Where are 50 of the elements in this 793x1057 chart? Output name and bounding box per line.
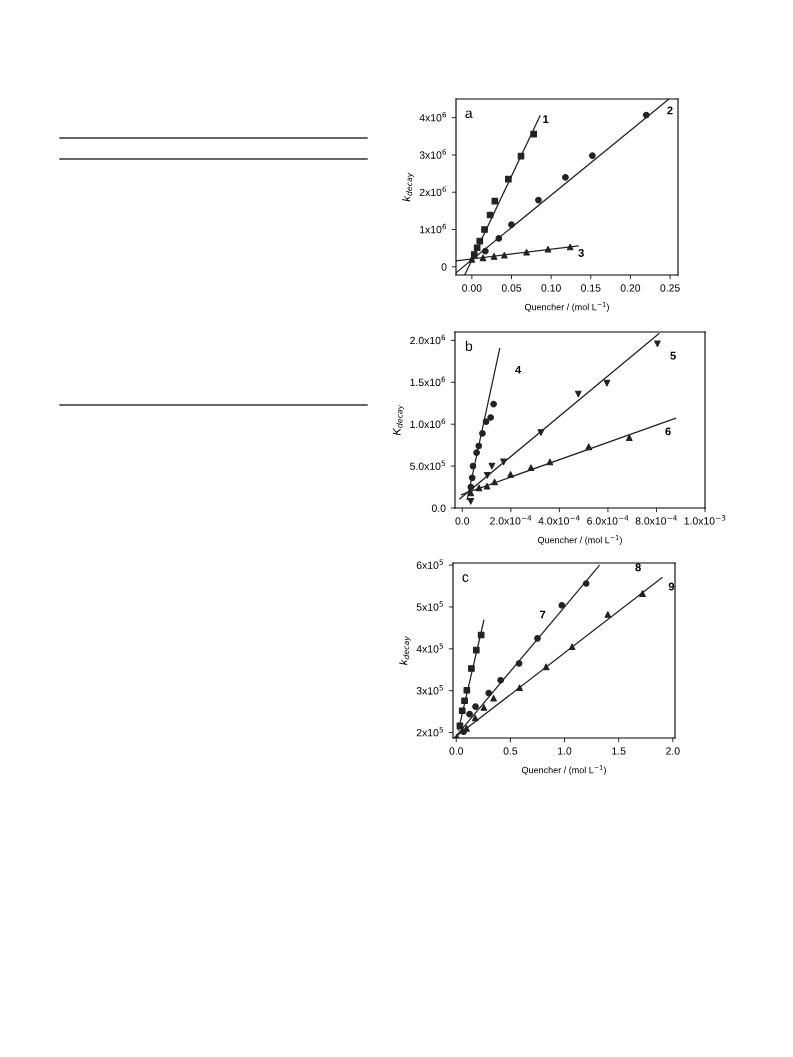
x-tick-label: 0.25 [660,284,680,292]
x-tick-label: 0.0 [455,517,470,525]
y-tick-label: 4x10$^{6}$ [419,111,447,122]
x-axis-title: Quencher / (mol L$^{−1}$) [521,765,606,775]
y-tick-label: 5x10$^{5}$ [416,601,443,611]
y-tick-label: 1.0x10$^{6}$ [410,418,446,428]
x-axis-title: Quencher / (mol L$^{−1}$) [537,535,622,545]
text: c [462,574,469,582]
annotation: 1 [543,115,549,123]
y-tick-label: 1x10$^{6}$ [420,223,447,234]
annotation: 9 [668,582,675,591]
x-tick-label: 1.5 [612,747,626,755]
annotation: 6 [665,427,671,436]
annotation: 2 [667,106,673,115]
y-tick-label: 1.5x10$^{6}$ [410,376,446,387]
y-tick-label: 3x10$^{5}$ [416,685,443,695]
y-tick-label: 0 [441,263,447,271]
x-axis-title: Quencher / (mol L$^{−1}$) [524,302,609,312]
y-tick-label: 4x10$^{5}$ [416,643,443,653]
annotation: 5 [670,351,676,360]
text: a [465,110,473,118]
x-tick-label: 2.0x10$^{−4}$ [490,515,532,525]
x-tick-label: 0.0 [449,747,464,755]
y-axis-title: k$_{decay}$ [399,636,411,665]
annotation: 3 [578,248,584,257]
x-tick-label: 0.15 [581,284,601,292]
x-tick-label: 1.0x10$^{−3}$ [684,515,726,525]
y-axis-title: k$_{decay}$ [402,172,414,202]
y-tick-label: 2x10$^{6}$ [419,186,447,197]
x-tick-label: 0.10 [541,284,561,292]
y-tick-label: 0.0 [431,504,446,512]
y-tick-label: 2x10$^{5}$ [416,726,443,737]
y-tick-label: 3x10$^{6}$ [419,149,447,159]
x-tick-label: 0.05 [501,284,522,292]
x-tick-label: 8.0x10$^{−4}$ [635,515,677,525]
x-tick-label: 6.0x10$^{−4}$ [587,515,629,525]
y-tick-label: 5.0x10$^{5}$ [410,460,445,470]
y-tick-label: 6x10$^{5}$ [416,559,443,569]
x-tick-label: 4.0x10$^{−4}$ [538,515,580,525]
text: b [465,340,473,351]
x-tick-label: 0.5 [503,747,518,755]
annotation: 4 [515,365,522,374]
annotation: 8 [635,563,641,572]
x-tick-label: 0.20 [620,284,641,292]
y-axis-title: K$_{decay}$ [392,404,405,436]
x-tick-label: 2.0 [666,747,680,755]
annotation: 7 [540,610,546,619]
x-tick-label: 0.00 [462,284,482,292]
x-tick-label: 1.0 [558,747,572,755]
y-tick-label: 2.0x10$^{6}$ [410,334,446,345]
